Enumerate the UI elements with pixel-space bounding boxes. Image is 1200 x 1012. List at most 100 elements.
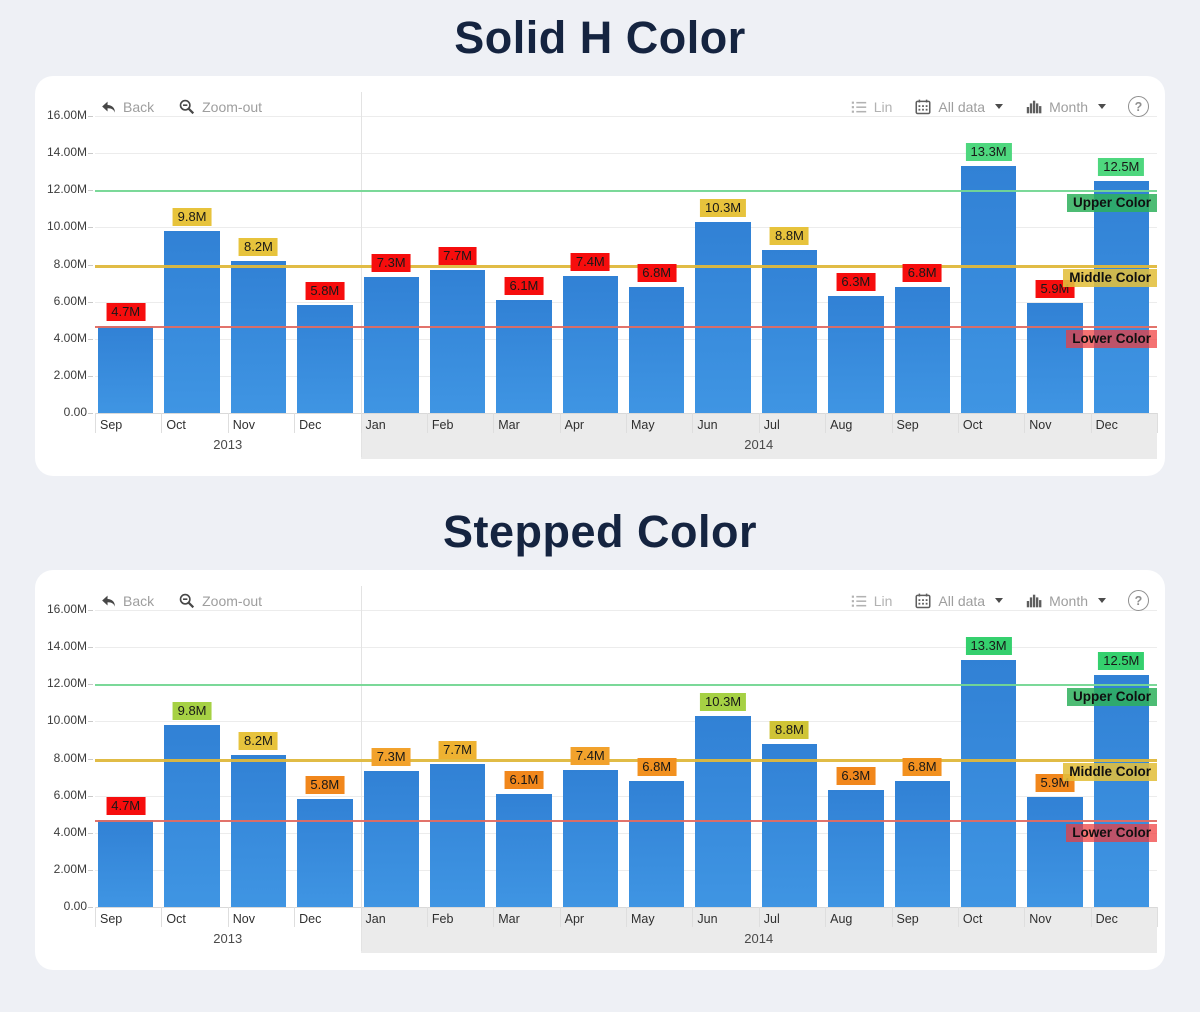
bar-mar-6[interactable] xyxy=(496,793,552,907)
bar-oct-13[interactable] xyxy=(960,660,1017,907)
value-label: 8.2M xyxy=(238,731,278,750)
x-axis-month-label: Mar xyxy=(498,912,520,926)
back-button[interactable]: Back xyxy=(99,592,154,610)
linear-scale-button[interactable]: Lin xyxy=(850,592,893,610)
y-axis-label: 2.00M xyxy=(53,861,87,876)
x-axis-month-label: Nov xyxy=(1029,418,1052,432)
value-label: 4.7M xyxy=(106,796,146,815)
zoom-out-button[interactable]: Zoom-out xyxy=(178,592,262,610)
month-label: Month xyxy=(1049,98,1088,115)
x-axis-month-label: May xyxy=(631,912,655,926)
bar-sep-0[interactable] xyxy=(98,325,154,413)
month-dropdown[interactable]: Month xyxy=(1025,592,1106,610)
bar-jan-4[interactable] xyxy=(363,277,419,413)
all-data-dropdown[interactable]: All data xyxy=(914,98,1004,116)
help-icon: ? xyxy=(1128,590,1149,611)
x-axis-tick xyxy=(294,907,296,927)
bar-jul-10[interactable] xyxy=(761,743,818,907)
bar-nov-14[interactable] xyxy=(1027,797,1083,907)
bar-oct-13[interactable] xyxy=(960,166,1017,413)
x-axis-tick xyxy=(227,907,229,927)
x-axis-month-label: Dec xyxy=(1095,418,1118,432)
x-axis-month-label: Apr xyxy=(564,418,585,432)
bar-jun-9[interactable] xyxy=(695,715,751,907)
zoom-out-button[interactable]: Zoom-out xyxy=(178,98,262,116)
y-axis-tick xyxy=(88,338,93,340)
threshold-line-upper-color xyxy=(95,684,1157,687)
x-axis-tick xyxy=(161,907,163,927)
y-axis-tick xyxy=(88,264,93,266)
bar-jun-9[interactable] xyxy=(695,221,751,413)
bar-mar-6[interactable] xyxy=(496,299,552,413)
y-axis-tick xyxy=(88,301,93,303)
bar-aug-11[interactable] xyxy=(828,296,884,413)
all-data-dropdown[interactable]: All data xyxy=(914,592,1004,610)
x-axis-tick xyxy=(825,413,827,433)
bar-nov-14[interactable] xyxy=(1027,303,1083,413)
threshold-line-middle-color xyxy=(95,264,1157,268)
bar-oct-1[interactable] xyxy=(164,231,220,413)
month-label: Month xyxy=(1049,592,1088,609)
gridline xyxy=(95,721,1157,723)
bar-nov-2[interactable] xyxy=(230,260,287,413)
zoom-out-button-label: Zoom-out xyxy=(202,98,263,115)
help-button[interactable]: ? xyxy=(1128,96,1149,117)
x-axis-month-label: Dec xyxy=(299,418,322,432)
list-icon xyxy=(851,595,866,607)
y-axis-tick xyxy=(88,116,93,117)
bar-nov-2[interactable] xyxy=(230,754,287,907)
calendar-icon xyxy=(915,99,931,114)
y-axis-label: 6.00M xyxy=(53,293,87,308)
bar-dec-15[interactable] xyxy=(1093,674,1149,907)
x-axis-tick xyxy=(891,907,893,927)
x-axis-month-label: Nov xyxy=(232,912,255,926)
y-axis-label: 10.00M xyxy=(46,219,87,234)
bar-may-8[interactable] xyxy=(629,780,685,907)
bar-may-8[interactable] xyxy=(629,286,685,413)
chart-card: Back Zoom-out Lin All data xyxy=(35,76,1165,476)
x-axis-year-label: 2013 xyxy=(213,437,243,452)
back-button[interactable]: Back xyxy=(99,98,154,116)
help-button[interactable]: ? xyxy=(1128,590,1149,611)
bar-apr-7[interactable] xyxy=(562,275,618,413)
x-axis-month-label: Sep xyxy=(896,912,919,926)
threshold-label-lower-color: Lower Color xyxy=(1066,823,1157,842)
bar-chart-icon xyxy=(1026,100,1042,113)
linear-scale-button[interactable]: Lin xyxy=(850,98,893,116)
bar-dec-3[interactable] xyxy=(297,305,353,413)
y-axis-label: 16.00M xyxy=(46,108,87,122)
value-label: 10.3M xyxy=(699,198,747,217)
value-label: 6.8M xyxy=(637,757,677,776)
x-axis-month-label: Sep xyxy=(896,418,919,432)
bar-feb-5[interactable] xyxy=(429,764,486,907)
bar-jan-4[interactable] xyxy=(363,771,419,907)
x-axis-month-label: Apr xyxy=(564,912,585,926)
x-axis-tick xyxy=(559,907,561,927)
bar-sep-12[interactable] xyxy=(894,780,950,907)
bar-aug-11[interactable] xyxy=(828,790,884,907)
year-separator-line xyxy=(360,586,362,951)
bar-dec-3[interactable] xyxy=(297,799,353,907)
toolbar-right-group: Lin All data Month ? xyxy=(828,96,1149,117)
month-dropdown[interactable]: Month xyxy=(1025,98,1106,116)
x-axis-month-label: Jul xyxy=(763,418,780,432)
bar-oct-1[interactable] xyxy=(164,725,220,907)
bar-sep-12[interactable] xyxy=(894,286,950,413)
gridline xyxy=(95,869,1157,871)
value-label: 7.3M xyxy=(371,748,411,767)
plot-area: 0.00 2.00M 4.00M 6.00M 8.00M 10.00M 12.00M 14.0… xyxy=(47,92,1158,459)
bar-jul-10[interactable] xyxy=(761,249,818,413)
value-label: 13.3M xyxy=(965,637,1012,656)
y-axis-label: 0.00 xyxy=(63,899,87,913)
y-axis-label: 14.00M xyxy=(46,145,87,160)
bar-feb-5[interactable] xyxy=(429,270,486,413)
y-axis-tick xyxy=(88,869,93,871)
y-axis-tick xyxy=(88,190,93,192)
bar-apr-7[interactable] xyxy=(562,769,618,907)
bar-dec-15[interactable] xyxy=(1093,180,1149,413)
value-label: 7.3M xyxy=(371,254,411,273)
linear-scale-label: Lin xyxy=(873,592,893,609)
linear-scale-label: Lin xyxy=(873,98,893,115)
year-separator-line xyxy=(360,92,362,457)
bar-sep-0[interactable] xyxy=(98,819,154,907)
